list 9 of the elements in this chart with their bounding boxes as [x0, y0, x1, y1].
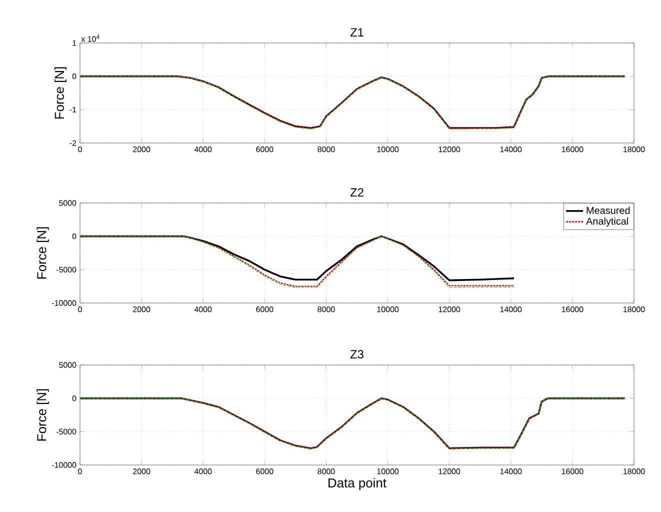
legend-label: Analytical — [586, 217, 628, 227]
y-axis-title: Force [N] — [54, 67, 67, 119]
legend-label: Measured — [586, 206, 630, 214]
y-axis-title: Force [N] — [36, 227, 49, 279]
chart-title: Z1 — [350, 28, 364, 36]
y-axis-title: Force [N] — [36, 389, 49, 441]
chart-title: Z3 — [350, 350, 364, 358]
chart-title: Z2 — [350, 188, 364, 196]
x-axis-title: Data point — [328, 478, 386, 490]
